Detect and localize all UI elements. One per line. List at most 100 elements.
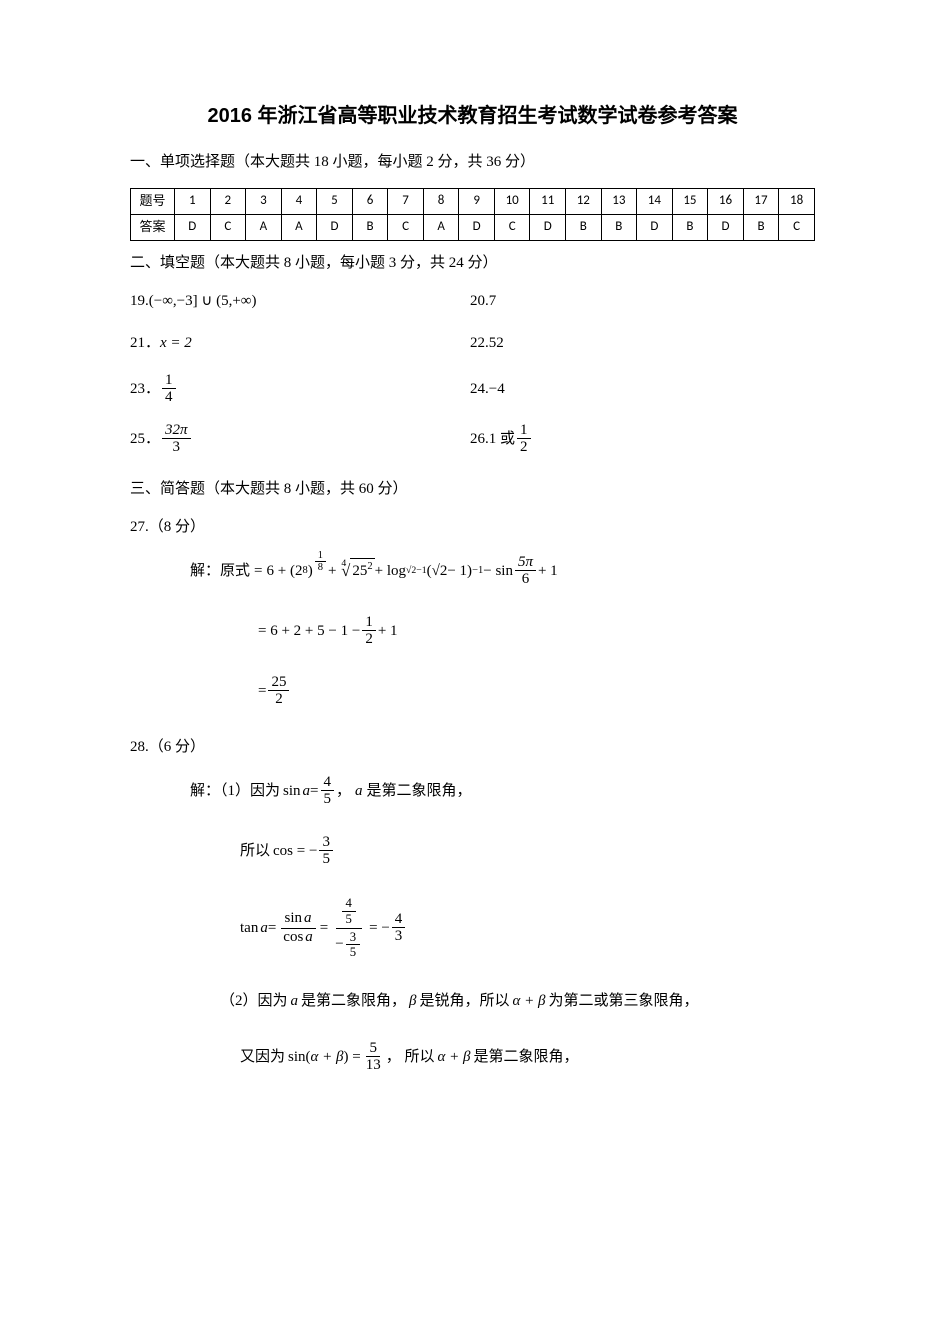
logarg-tail: − 1) xyxy=(447,559,472,583)
frac-num: 5 xyxy=(366,1041,380,1057)
q23: 23． 1 4 xyxy=(130,373,470,405)
comma: ， xyxy=(336,779,351,803)
q26-frac: 1 2 xyxy=(517,423,531,455)
prefix: 解：（1）因为 xyxy=(190,779,280,803)
q-num: 13 xyxy=(601,189,637,215)
ans: D xyxy=(637,215,673,241)
q28-line1: 解：（1）因为 sin a = 4 5 ， a 是第二象限角， xyxy=(190,775,815,807)
inner-frac2: 3 5 xyxy=(346,930,360,961)
frac-num: 32π xyxy=(162,423,191,439)
q-num: 3 xyxy=(246,189,282,215)
comma: ， 所以 xyxy=(386,1045,435,1069)
q-num: 15 xyxy=(672,189,708,215)
a: a xyxy=(260,916,268,940)
minus: − sin xyxy=(483,559,513,583)
root-arg: 25 xyxy=(352,563,367,579)
q27-line3: = 25 2 xyxy=(258,675,815,707)
frac: 4 5 xyxy=(321,775,335,807)
answer-table: 题号 1 2 3 4 5 6 7 8 9 10 11 12 13 14 15 1… xyxy=(130,188,815,241)
sup2: −1 xyxy=(472,563,483,580)
neg: − xyxy=(335,937,343,953)
frac-num: 1 xyxy=(517,423,531,439)
ab: α + β xyxy=(311,1045,344,1069)
ans: B xyxy=(672,215,708,241)
frac: 1 2 xyxy=(362,615,376,647)
q20-val: 7 xyxy=(489,289,497,313)
ab: α + β xyxy=(513,989,546,1013)
ans: B xyxy=(743,215,779,241)
sinfrac: 5π 6 xyxy=(515,555,536,587)
ans: B xyxy=(352,215,388,241)
fill-grid: 19. (−∞,−3] ∪ (5,+∞) 20. 7 21． x = 2 22.… xyxy=(130,289,815,455)
frac-num: 25 xyxy=(268,675,289,691)
eq: = xyxy=(254,559,262,583)
a2: a xyxy=(355,779,363,803)
frac-num: 3 xyxy=(319,835,333,851)
ans: A xyxy=(246,215,282,241)
q28-line2: 所以 cos = − 3 5 xyxy=(240,835,815,867)
bf-den: cos a xyxy=(279,929,317,947)
prefix: 解：原式 xyxy=(190,559,250,583)
frac-num: 1 xyxy=(362,615,376,631)
q28-line4: （2）因为 a 是第二象限角， β 是锐角，所以 α + β 为第二或第三象限角… xyxy=(220,989,815,1013)
t1: 6 + (2 xyxy=(266,559,302,583)
logbase-tail: −1 xyxy=(416,565,426,576)
ans: C xyxy=(779,215,815,241)
page-title: 2016 年浙江省高等职业技术教育招生考试数学试卷参考答案 xyxy=(130,100,815,132)
q-num: 17 xyxy=(743,189,779,215)
a: a xyxy=(291,989,299,1013)
q-num: 18 xyxy=(779,189,815,215)
q24-val: −4 xyxy=(489,377,505,401)
frac-num: 4 xyxy=(392,912,406,928)
q-num: 8 xyxy=(423,189,459,215)
q24-num: 24. xyxy=(470,377,489,401)
bf2-num: 4 5 xyxy=(336,895,362,929)
row-label: 题号 xyxy=(131,189,175,215)
frac-den: 3 xyxy=(392,928,406,944)
q-num: 7 xyxy=(388,189,424,215)
frac-den: 5 xyxy=(342,912,356,927)
q25-num: 25． xyxy=(130,427,160,451)
q-num: 9 xyxy=(459,189,495,215)
a: a xyxy=(303,779,311,803)
frac-den: 5 xyxy=(321,791,335,807)
q27-label: 27.（8 分） xyxy=(130,515,815,539)
table-row: 答案 D C A A D B C A D C D B B D B D B C xyxy=(131,215,815,241)
table-row: 题号 1 2 3 4 5 6 7 8 9 10 11 12 13 14 15 1… xyxy=(131,189,815,215)
q23-frac: 1 4 xyxy=(162,373,176,405)
q-num: 12 xyxy=(566,189,602,215)
q-num: 6 xyxy=(352,189,388,215)
root-idx: 4 xyxy=(341,556,346,572)
a: a xyxy=(305,930,313,946)
tail: + 1 xyxy=(378,619,398,643)
section3-header: 三、简答题（本大题共 8 小题，共 60 分） xyxy=(130,477,815,501)
q-num: 14 xyxy=(637,189,673,215)
ans: C xyxy=(494,215,530,241)
ab2: α + β xyxy=(437,1045,470,1069)
bf2-den: − 3 5 xyxy=(331,929,366,962)
a: a xyxy=(304,911,312,927)
sin: sin xyxy=(283,779,301,803)
q20: 20. 7 xyxy=(470,289,815,313)
q-num: 16 xyxy=(708,189,744,215)
q19: 19. (−∞,−3] ∪ (5,+∞) xyxy=(130,289,470,313)
q22: 22. 52 xyxy=(470,331,815,355)
q19-num: 19. xyxy=(130,289,149,313)
q25-frac: 32π 3 xyxy=(162,423,191,455)
frac-den: 2 xyxy=(362,631,376,647)
prefix: 又因为 xyxy=(240,1045,285,1069)
cos: cos xyxy=(283,930,303,946)
tail: + 1 xyxy=(538,559,558,583)
ans: C xyxy=(388,215,424,241)
sin: sin( xyxy=(288,1045,311,1069)
tail: 是第二象限角， xyxy=(473,1045,578,1069)
eq3: = − xyxy=(369,916,390,940)
root-exp: 2 xyxy=(367,561,372,572)
ans: B xyxy=(601,215,637,241)
frac-den: 5 xyxy=(346,945,360,960)
frac-den: 13 xyxy=(363,1057,384,1073)
ans: A xyxy=(423,215,459,241)
tail: 为第二或第三象限角， xyxy=(549,989,699,1013)
q-num: 5 xyxy=(317,189,353,215)
prefix: （2）因为 xyxy=(220,989,288,1013)
